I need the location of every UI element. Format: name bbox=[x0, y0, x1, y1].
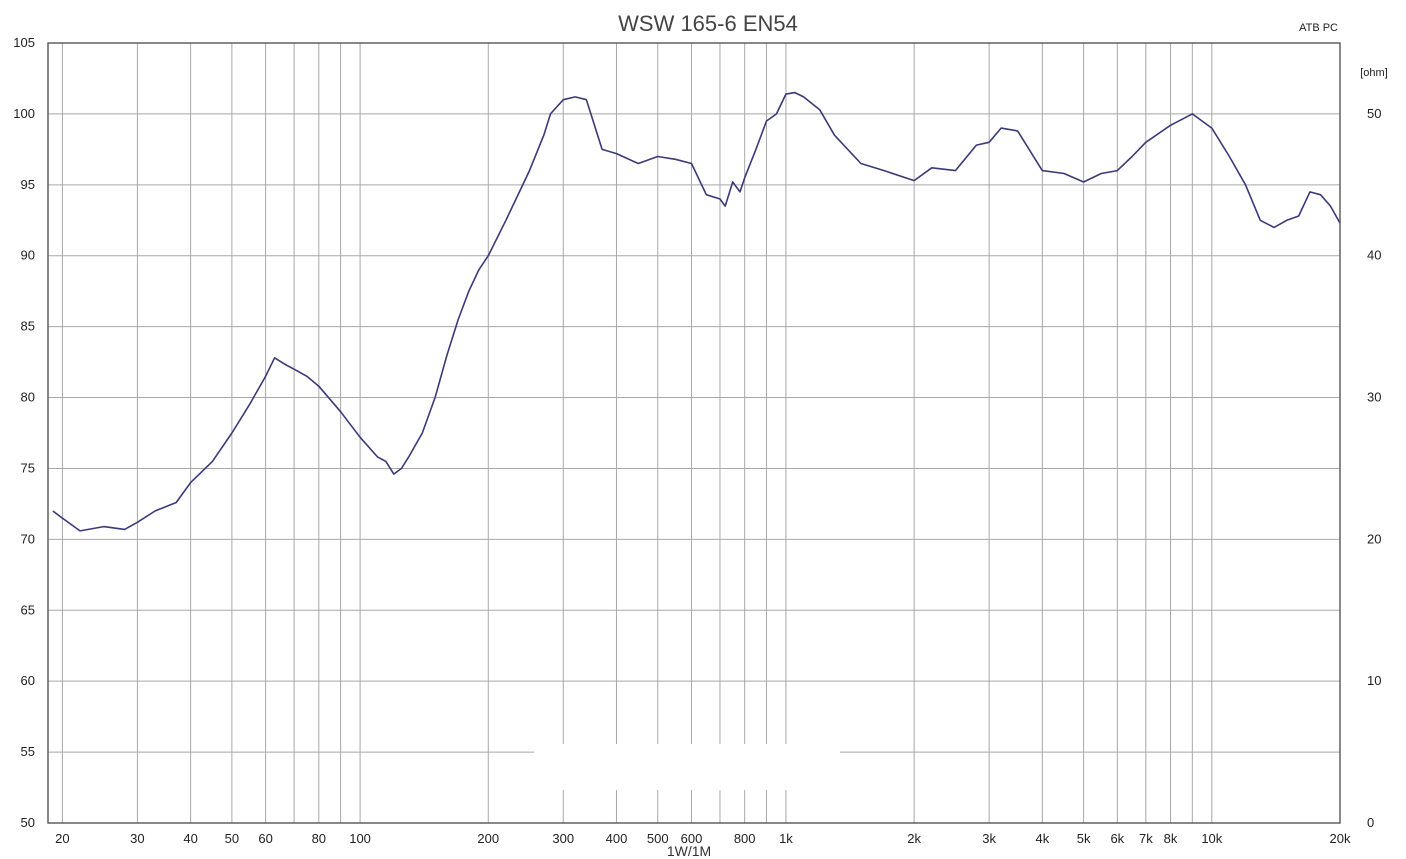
y-tick-label: 60 bbox=[21, 673, 35, 688]
y-tick-label: 100 bbox=[13, 106, 35, 121]
right-y-tick-label: 50 bbox=[1367, 106, 1381, 121]
x-tick-label: 10k bbox=[1201, 831, 1222, 846]
y-tick-label: 75 bbox=[21, 460, 35, 475]
x-tick-label: 500 bbox=[647, 831, 669, 846]
y-tick-label: 70 bbox=[21, 531, 35, 546]
y-tick-label: 95 bbox=[21, 177, 35, 192]
x-axis-label: 1W/1M bbox=[667, 843, 711, 859]
y-tick-label: 105 bbox=[13, 35, 35, 50]
legend-blank-area bbox=[534, 744, 840, 790]
tick-labels: 20 30 40 50 60 80 100 200 300 400 500 600 800 1k 2k 3k 4… bbox=[13, 35, 1381, 846]
x-tick-label: 60 bbox=[258, 831, 272, 846]
right-y-tick-label: 0 bbox=[1367, 815, 1374, 830]
x-tick-label: 2k bbox=[907, 831, 921, 846]
x-tick-label: 200 bbox=[477, 831, 499, 846]
x-tick-label: 7k bbox=[1139, 831, 1153, 846]
plot-border bbox=[47, 42, 1341, 824]
x-tick-label: 5k bbox=[1077, 831, 1091, 846]
x-tick-label: 4k bbox=[1035, 831, 1049, 846]
x-tick-label: 400 bbox=[606, 831, 628, 846]
corner-label: ATB PC bbox=[1299, 22, 1338, 34]
chart-title: WSW 165-6 EN54 bbox=[618, 11, 798, 36]
x-tick-label: 3k bbox=[982, 831, 996, 846]
x-tick-label: 80 bbox=[312, 831, 326, 846]
x-tick-label: 600 bbox=[681, 831, 703, 846]
right-y-tick-label: 20 bbox=[1367, 531, 1381, 546]
right-axis-unit: [ohm] bbox=[1360, 67, 1388, 79]
x-tick-label: 20 bbox=[55, 831, 69, 846]
y-tick-label: 80 bbox=[21, 390, 35, 405]
x-tick-label: 20k bbox=[1330, 831, 1351, 846]
y-tick-label: 65 bbox=[21, 602, 35, 617]
x-tick-label: 50 bbox=[225, 831, 239, 846]
x-tick-label: 40 bbox=[183, 831, 197, 846]
x-tick-label: 100 bbox=[349, 831, 371, 846]
x-tick-label: 300 bbox=[552, 831, 574, 846]
spl-response-line bbox=[52, 91, 1341, 532]
x-tick-label: 800 bbox=[734, 831, 756, 846]
right-y-tick-label: 30 bbox=[1367, 390, 1381, 405]
right-y-tick-label: 10 bbox=[1367, 673, 1381, 688]
x-tick-label: 6k bbox=[1110, 831, 1124, 846]
y-tick-label: 85 bbox=[21, 319, 35, 334]
x-tick-label: 8k bbox=[1164, 831, 1178, 846]
y-tick-label: 90 bbox=[21, 248, 35, 263]
right-y-tick-label: 40 bbox=[1367, 248, 1381, 263]
y-tick-label: 50 bbox=[21, 815, 35, 830]
series-layer bbox=[52, 91, 1341, 532]
plot-frame bbox=[47, 42, 1341, 824]
x-tick-label: 30 bbox=[130, 831, 144, 846]
y-tick-label: 55 bbox=[21, 744, 35, 759]
x-tick-label: 1k bbox=[779, 831, 793, 846]
